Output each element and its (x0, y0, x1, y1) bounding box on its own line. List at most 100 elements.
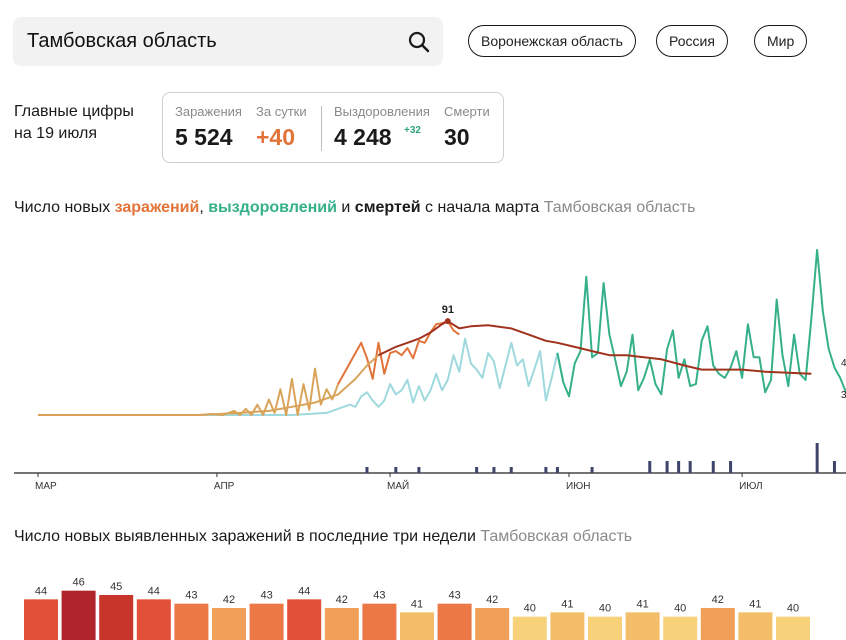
x-tick-label: МАР (35, 481, 57, 492)
bar-label: 40 (599, 603, 611, 615)
death-bar (544, 467, 548, 473)
bar-label: 46 (72, 577, 84, 589)
main-chart: МАР АПР МАЙ ИЮН ИЮЛ 91 4 3 (14, 249, 846, 492)
bar (174, 603, 209, 640)
bar (776, 616, 810, 640)
bar-label: 40 (674, 603, 686, 615)
death-bar (394, 467, 398, 473)
stat-recoveries: Выздоровления 4 248 +32 (334, 104, 430, 151)
stat-recoveries-delta: +32 (404, 125, 421, 136)
chart1-title-deaths: смертей (354, 199, 421, 216)
death-bar (475, 467, 479, 473)
stat-per-day-label: За сутки (256, 104, 307, 119)
death-bar (815, 443, 819, 473)
bar (400, 612, 434, 640)
chart1-title-recoveries: выздоровлений (208, 199, 337, 216)
chart1-title: Число новых заражений, выздоровлений и с… (14, 199, 695, 217)
chart1-title-sep1: , (199, 199, 209, 216)
stats-divider (321, 106, 322, 151)
bar-label: 41 (561, 598, 573, 610)
death-bar (665, 461, 669, 473)
bar-label: 42 (712, 594, 724, 606)
bar (475, 608, 510, 640)
chart1-title-infections: заражений (114, 199, 200, 216)
bar (588, 616, 622, 640)
bar-label: 44 (298, 585, 310, 597)
recoveries-line-early (38, 337, 565, 416)
bar (738, 612, 773, 640)
main-figures-label: Главные цифры на 19 июля (14, 101, 134, 145)
bar-label: 45 (110, 581, 122, 593)
bar-label: 40 (787, 603, 799, 615)
bar (700, 608, 735, 640)
bar (136, 599, 171, 640)
chart1-title-suffix: с начала марта (420, 199, 540, 216)
death-bar (365, 467, 369, 473)
death-bar (417, 467, 421, 473)
death-bar (688, 461, 692, 473)
chart2-title-text: Число новых выявленных заражений в после… (14, 528, 476, 545)
chip-russia[interactable]: Россия (656, 25, 728, 57)
bar-label: 40 (524, 603, 536, 615)
stat-infections-value: 5 524 (175, 124, 233, 150)
bar-label: 42 (336, 594, 348, 606)
stat-recoveries-label: Выздоровления (334, 104, 430, 119)
bar (212, 608, 246, 640)
stat-deaths-value: 30 (444, 124, 470, 150)
bar (287, 599, 322, 640)
end-label: 3 (841, 390, 846, 401)
bar-chart: 44 46 45 44 43 42 43 44 42 43 41 43 42 40 41 40 41 40 42 41… (24, 577, 810, 640)
stat-deaths-label: Смерти (444, 104, 490, 119)
x-tick-label: МАЙ (387, 479, 409, 492)
bar-label: 44 (148, 585, 160, 597)
chip-voronezh-region[interactable]: Воронежская область (468, 25, 636, 57)
bar-label: 41 (636, 598, 648, 610)
death-bar (711, 461, 715, 473)
stats-card: Заражения 5 524 За сутки +40 Выздоровлен… (162, 92, 504, 163)
death-bar (590, 467, 594, 473)
stat-infections: Заражения 5 524 (175, 104, 242, 151)
chip-world[interactable]: Мир (754, 25, 808, 57)
main-figures-date: на 19 июля (14, 125, 98, 142)
chart1-title-sep2: и (336, 199, 355, 216)
death-bar (648, 461, 652, 473)
recoveries-line (556, 249, 846, 398)
peak-marker (444, 318, 451, 325)
main-figures-title: Главные цифры (14, 103, 134, 120)
bar-label: 42 (486, 594, 498, 606)
chart2-title: Число новых выявленных заражений в после… (14, 528, 632, 546)
x-tick-label: ИЮЛ (739, 481, 762, 492)
bar (61, 590, 96, 640)
search-box[interactable]: Тамбовская область (13, 17, 443, 66)
bar (249, 603, 284, 640)
death-bar (729, 461, 733, 473)
bar-label: 44 (35, 585, 47, 597)
bar-label: 42 (223, 594, 235, 606)
bar-label: 43 (448, 590, 460, 602)
death-bar (492, 467, 496, 473)
bar-label: 41 (411, 598, 423, 610)
death-bar (555, 467, 559, 473)
bar (324, 608, 359, 640)
bar (550, 612, 585, 640)
death-bar (832, 461, 836, 473)
search-input[interactable]: Тамбовская область (27, 30, 217, 52)
bar (663, 616, 698, 640)
stat-recoveries-value: 4 248 (334, 124, 392, 150)
death-bar (509, 467, 513, 473)
search-icon[interactable] (407, 30, 431, 54)
bar (24, 599, 58, 640)
bar-label: 43 (260, 590, 272, 602)
infections-daily-line-early (38, 367, 340, 416)
bar (99, 595, 134, 640)
bar (362, 603, 397, 640)
bar (625, 612, 660, 640)
chart1-title-prefix: Число новых (14, 199, 115, 216)
death-bar (677, 461, 681, 473)
stat-per-day: За сутки +40 (256, 104, 307, 151)
chart2-title-region: Тамбовская область (480, 528, 633, 545)
bar-label: 43 (373, 590, 385, 602)
stat-infections-label: Заражения (175, 104, 242, 119)
x-tick-label: ИЮН (566, 481, 591, 492)
stat-deaths: Смерти 30 (444, 104, 490, 151)
